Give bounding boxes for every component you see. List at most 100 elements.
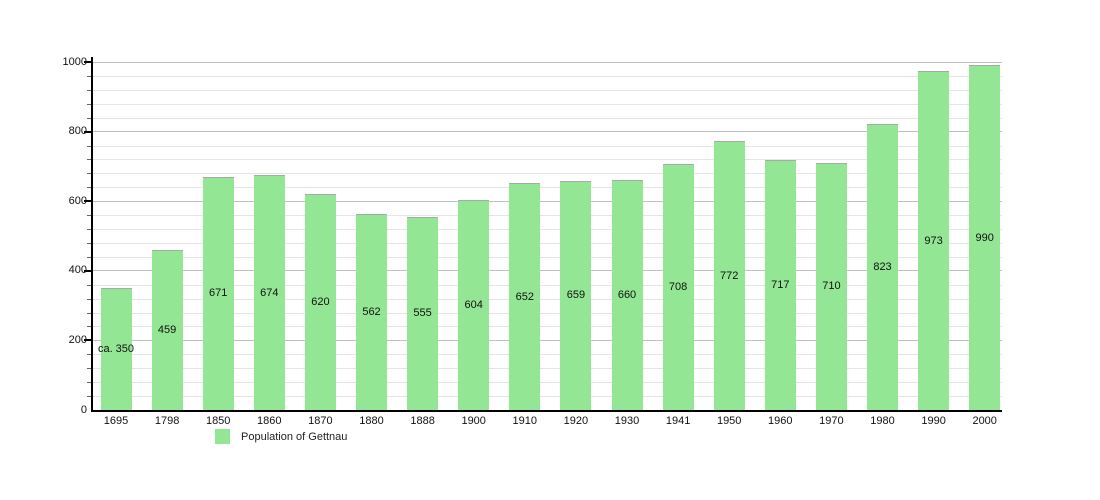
- bar-value-label: 717: [771, 279, 790, 292]
- bar: [764, 160, 796, 410]
- y-minor-tick: [87, 368, 91, 370]
- minor-gridline: [93, 312, 1002, 314]
- y-major-tick: [84, 200, 91, 203]
- x-tick-label: 1930: [614, 415, 640, 427]
- bar-value-label: 823: [873, 260, 892, 273]
- bar-value-label: 660: [617, 289, 637, 302]
- bar-value-label: 671: [209, 287, 228, 300]
- x-tick-label: 1941: [665, 415, 691, 427]
- minor-gridline: [93, 284, 1002, 286]
- minor-gridline: [93, 242, 1002, 244]
- y-minor-tick: [87, 396, 91, 398]
- x-tick-label: 1870: [308, 415, 333, 427]
- y-tick-label: 800: [68, 125, 87, 138]
- minor-gridline: [93, 75, 1002, 77]
- minor-gridline: [93, 215, 1002, 217]
- y-minor-tick: [87, 89, 91, 91]
- bar-value-label: 562: [362, 306, 381, 319]
- y-tick-label: 400: [68, 264, 87, 277]
- minor-gridline: [93, 368, 1002, 370]
- bar: [202, 176, 234, 410]
- bar: [713, 141, 745, 410]
- major-gridline: [93, 131, 1002, 133]
- minor-gridline: [93, 117, 1002, 119]
- bar-value-label: 555: [413, 307, 432, 320]
- plot-area: ca. 350 459 671 674 620 562 555 604 652 659 660 708…: [84, 57, 1002, 412]
- x-tick-label: 2000: [972, 415, 997, 427]
- bar: [611, 180, 643, 410]
- y-minor-tick: [87, 256, 91, 258]
- x-tick-label: 1960: [768, 415, 793, 427]
- x-tick-label: 1970: [819, 415, 844, 427]
- bar: [969, 65, 1001, 410]
- bar-value-label: 620: [311, 296, 330, 309]
- bar-value-label: 990: [975, 231, 994, 244]
- bar: [356, 214, 387, 410]
- minor-gridline: [93, 256, 1002, 258]
- bar-value-label: ca. 350: [97, 343, 135, 356]
- bar: [304, 194, 336, 410]
- y-minor-tick: [87, 75, 91, 77]
- y-axis-line: [91, 57, 93, 412]
- x-axis-line: [91, 410, 1002, 412]
- y-major-tick: [84, 130, 91, 133]
- x-tick-label: 1900: [461, 415, 486, 427]
- bar-value-label: 973: [924, 234, 943, 247]
- bar-value-label: 674: [260, 286, 279, 299]
- y-minor-tick: [87, 173, 91, 175]
- x-tick-label: 1950: [716, 415, 742, 427]
- y-minor-tick: [87, 187, 91, 189]
- bar: [918, 71, 950, 410]
- minor-gridline: [93, 326, 1002, 328]
- y-major-tick: [84, 61, 91, 63]
- bar: [560, 180, 592, 410]
- legend: Population of Gettnau: [215, 429, 347, 444]
- minor-gridline: [93, 187, 1002, 189]
- bar: [407, 216, 439, 410]
- y-tick-label: 1000: [62, 55, 87, 68]
- y-minor-tick: [87, 215, 91, 217]
- bar: [815, 162, 847, 410]
- y-minor-tick: [87, 354, 91, 356]
- bar: [509, 183, 541, 410]
- x-tick-label: 1798: [154, 415, 180, 427]
- minor-gridline: [93, 298, 1002, 300]
- y-minor-tick: [87, 229, 91, 231]
- bar-value-label: 604: [464, 298, 483, 311]
- legend-label: Population of Gettnau: [241, 430, 348, 443]
- y-minor-tick: [87, 145, 91, 147]
- x-tick-label: 1980: [870, 415, 895, 427]
- bar: [458, 199, 490, 410]
- minor-gridline: [93, 145, 1002, 147]
- bar: [662, 163, 694, 410]
- bar: [253, 175, 285, 410]
- major-gridline: [93, 61, 1002, 63]
- minor-gridline: [93, 103, 1002, 105]
- y-major-tick: [84, 269, 91, 272]
- y-tick-label: 600: [68, 194, 87, 207]
- x-tick-label: 1860: [257, 415, 282, 427]
- minor-gridline: [93, 396, 1002, 398]
- x-tick-label: 1990: [921, 415, 946, 427]
- y-minor-tick: [87, 284, 91, 286]
- legend-swatch-icon: [215, 429, 230, 444]
- y-minor-tick: [87, 326, 91, 328]
- x-tick-label: 1910: [512, 415, 538, 427]
- bar-value-label: 659: [566, 289, 586, 302]
- minor-gridline: [93, 229, 1002, 231]
- x-tick-label: 1920: [563, 415, 589, 427]
- x-tick-label: 1880: [359, 415, 384, 427]
- x-tick-label: 1695: [103, 415, 129, 427]
- bar-value-label: 772: [720, 269, 739, 282]
- minor-gridline: [93, 173, 1002, 175]
- y-minor-tick: [87, 312, 91, 314]
- x-tick-label: 1850: [205, 415, 231, 427]
- major-gridline: [93, 270, 1002, 272]
- y-tick-label: 200: [68, 333, 87, 346]
- y-tick-label: 0: [80, 403, 87, 416]
- minor-gridline: [93, 354, 1002, 356]
- x-tick-label: 1888: [410, 415, 435, 427]
- bar-value-label: 652: [515, 290, 534, 303]
- y-major-tick: [84, 339, 91, 342]
